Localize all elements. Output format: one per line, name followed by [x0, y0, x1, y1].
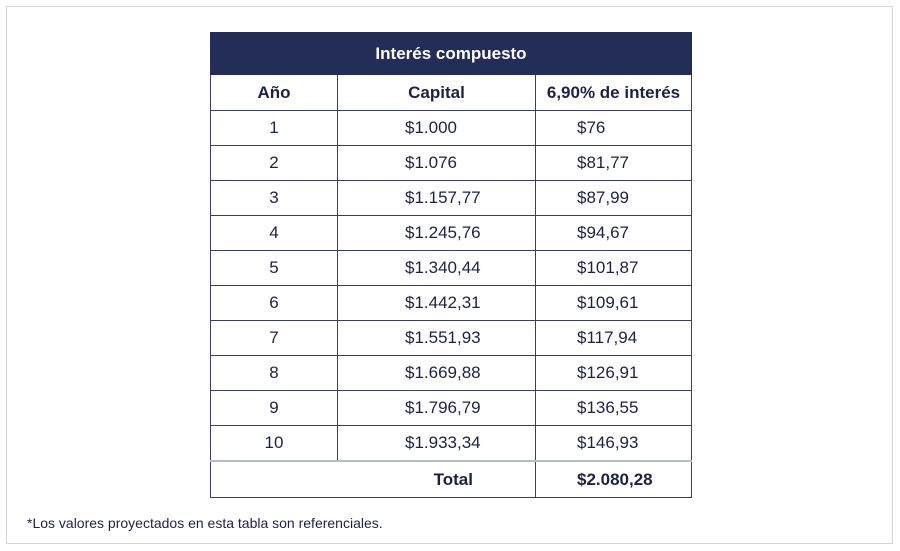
table-row: 8 $1.669,88 $126,91 — [210, 355, 692, 391]
table-row: 5 $1.340,44 $101,87 — [210, 250, 692, 286]
table-row: 10 $1.933,34 $146,93 — [210, 425, 692, 462]
capital-cell: $1.000 — [337, 110, 536, 146]
header-year: Año — [210, 74, 338, 111]
year-cell: 10 — [210, 425, 338, 462]
capital-cell: $1.669,88 — [337, 355, 536, 391]
table-row: 2 $1.076 $81,77 — [210, 145, 692, 181]
capital-cell: $1.245,76 — [337, 215, 536, 251]
interest-cell: $81,77 — [535, 145, 692, 181]
year-cell: 3 — [210, 180, 338, 216]
interest-cell: $87,99 — [535, 180, 692, 216]
year-cell: 5 — [210, 250, 338, 286]
total-row: Total $2.080,28 — [210, 460, 692, 498]
interest-cell: $94,67 — [535, 215, 692, 251]
capital-cell: $1.933,34 — [337, 425, 536, 462]
table-title: Interés compuesto — [210, 32, 692, 75]
compound-interest-table: Interés compuesto Año Capital 6,90% de i… — [210, 32, 692, 498]
interest-cell: $146,93 — [535, 425, 692, 462]
year-cell: 6 — [210, 285, 338, 321]
year-cell: 9 — [210, 390, 338, 426]
content-frame — [6, 6, 893, 544]
total-value: $2.080,28 — [535, 460, 692, 498]
capital-cell: $1.796,79 — [337, 390, 536, 426]
table-row: 3 $1.157,77 $87,99 — [210, 180, 692, 216]
interest-cell: $136,55 — [535, 390, 692, 426]
table-row: 4 $1.245,76 $94,67 — [210, 215, 692, 251]
interest-cell: $101,87 — [535, 250, 692, 286]
interest-cell: $126,91 — [535, 355, 692, 391]
table-row: 1 $1.000 $76 — [210, 110, 692, 146]
capital-cell: $1.442,31 — [337, 285, 536, 321]
year-cell: 2 — [210, 145, 338, 181]
table-row: 7 $1.551,93 $117,94 — [210, 320, 692, 356]
year-cell: 1 — [210, 110, 338, 146]
total-label: Total — [210, 460, 536, 498]
interest-cell: $76 — [535, 110, 692, 146]
footnote: *Los valores proyectados en esta tabla s… — [27, 515, 383, 531]
interest-cell: $109,61 — [535, 285, 692, 321]
header-capital: Capital — [337, 74, 536, 111]
year-cell: 7 — [210, 320, 338, 356]
table-row: 6 $1.442,31 $109,61 — [210, 285, 692, 321]
year-cell: 4 — [210, 215, 338, 251]
capital-cell: $1.340,44 — [337, 250, 536, 286]
capital-cell: $1.551,93 — [337, 320, 536, 356]
interest-cell: $117,94 — [535, 320, 692, 356]
capital-cell: $1.076 — [337, 145, 536, 181]
year-cell: 8 — [210, 355, 338, 391]
table-row: 9 $1.796,79 $136,55 — [210, 390, 692, 426]
header-interest: 6,90% de interés — [535, 74, 692, 111]
capital-cell: $1.157,77 — [337, 180, 536, 216]
